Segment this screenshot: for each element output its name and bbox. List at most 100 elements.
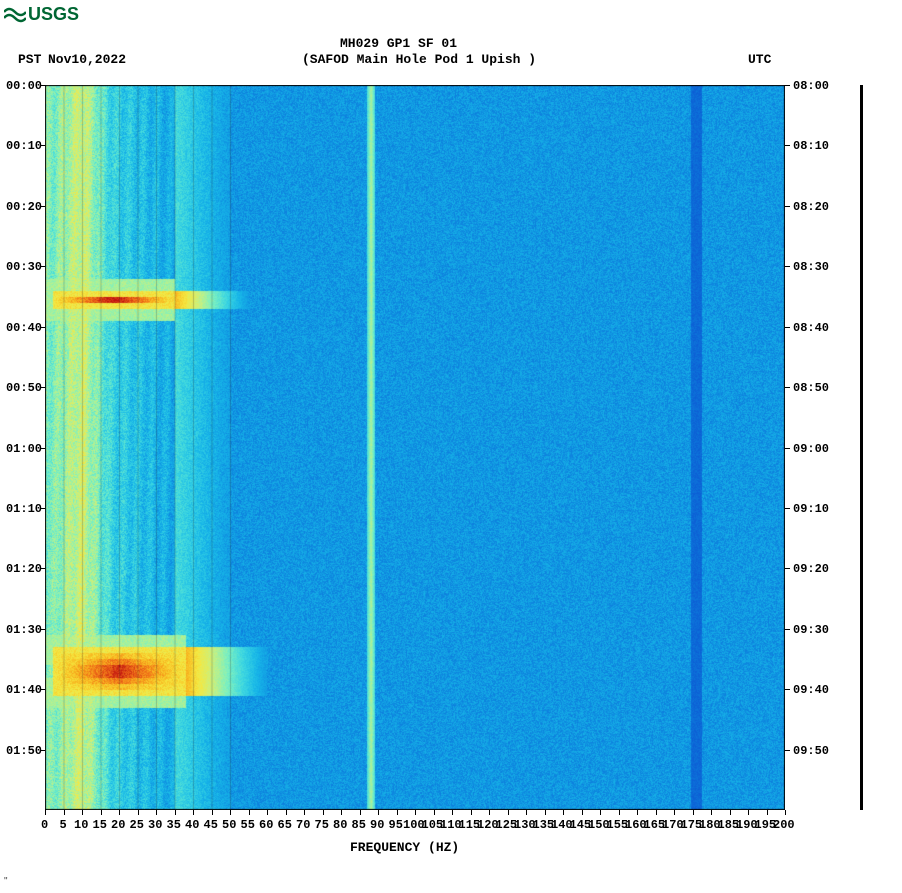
x-tickmark: [397, 810, 398, 815]
x-tickmark: [674, 810, 675, 815]
x-tickmark: [600, 810, 601, 815]
usgs-logo-text: USGS: [28, 4, 79, 25]
y-tickmark-right: [785, 568, 790, 569]
tz-right-label: UTC: [748, 52, 771, 67]
x-tickmark: [360, 810, 361, 815]
x-tick: 200: [773, 818, 795, 832]
x-tickmark: [785, 810, 786, 815]
y-tickmark-left: [40, 568, 45, 569]
y-tick-right: 09:10: [793, 502, 829, 516]
y-tickmark-right: [785, 750, 790, 751]
y-tickmark-left: [40, 689, 45, 690]
x-tickmark: [489, 810, 490, 815]
y-tickmark-left: [40, 629, 45, 630]
x-tickmark: [582, 810, 583, 815]
y-tick-left: 00:10: [0, 139, 42, 153]
x-tickmark: [341, 810, 342, 815]
spectrogram-plot: [45, 85, 785, 810]
y-tickmark-left: [40, 266, 45, 267]
x-tickmark: [748, 810, 749, 815]
x-axis-label: FREQUENCY (HZ): [350, 840, 459, 855]
y-tick-left: 00:20: [0, 200, 42, 214]
x-tick: 50: [222, 818, 236, 832]
x-tickmark: [156, 810, 157, 815]
y-tick-left: 01:00: [0, 442, 42, 456]
x-tick: 25: [130, 818, 144, 832]
y-tickmark-right: [785, 327, 790, 328]
x-tick: 15: [93, 818, 107, 832]
x-tickmark: [508, 810, 509, 815]
usgs-wave-icon: [4, 6, 26, 24]
spectrogram-canvas: [45, 85, 785, 810]
x-tickmark: [545, 810, 546, 815]
x-tickmark: [526, 810, 527, 815]
x-tick: 85: [352, 818, 366, 832]
x-tickmark: [415, 810, 416, 815]
y-tick-right: 08:10: [793, 139, 829, 153]
y-tick-right: 08:00: [793, 79, 829, 93]
x-tickmark: [711, 810, 712, 815]
x-tickmark: [193, 810, 194, 815]
y-tick-left: 01:20: [0, 562, 42, 576]
x-tickmark: [249, 810, 250, 815]
y-tickmark-right: [785, 448, 790, 449]
y-tickmark-left: [40, 85, 45, 86]
colorbar-line: [860, 85, 863, 810]
y-tickmark-left: [40, 750, 45, 751]
y-tickmark-right: [785, 206, 790, 207]
x-tickmark: [471, 810, 472, 815]
tz-left-label: PST: [18, 52, 41, 67]
y-tickmark-left: [40, 327, 45, 328]
x-tickmark: [45, 810, 46, 815]
x-tick: 60: [259, 818, 273, 832]
chart-title-2: (SAFOD Main Hole Pod 1 Upish ): [302, 52, 536, 67]
y-tickmark-right: [785, 629, 790, 630]
y-tick-right: 09:50: [793, 744, 829, 758]
x-tick: 80: [333, 818, 347, 832]
x-tick: 0: [41, 818, 48, 832]
x-tick: 40: [185, 818, 199, 832]
x-tickmark: [82, 810, 83, 815]
x-tickmark: [64, 810, 65, 815]
date-label: Nov10,2022: [48, 52, 126, 67]
y-tick-right: 09:00: [793, 442, 829, 456]
y-tick-left: 00:50: [0, 381, 42, 395]
y-tick-left: 01:30: [0, 623, 42, 637]
x-tick: 95: [389, 818, 403, 832]
y-tick-right: 08:30: [793, 260, 829, 274]
chart-title-1: MH029 GP1 SF 01: [340, 36, 457, 51]
x-tick: 20: [111, 818, 125, 832]
y-tickmark-left: [40, 508, 45, 509]
x-tickmark: [730, 810, 731, 815]
y-tick-right: 09:40: [793, 683, 829, 697]
y-tick-left: 01:10: [0, 502, 42, 516]
x-tickmark: [212, 810, 213, 815]
y-tickmark-right: [785, 387, 790, 388]
x-tick: 65: [278, 818, 292, 832]
y-tickmark-right: [785, 85, 790, 86]
y-tickmark-left: [40, 387, 45, 388]
x-tickmark: [619, 810, 620, 815]
x-tick: 55: [241, 818, 255, 832]
x-tickmark: [304, 810, 305, 815]
y-tickmark-left: [40, 448, 45, 449]
x-tickmark: [637, 810, 638, 815]
x-tickmark: [230, 810, 231, 815]
x-tickmark: [323, 810, 324, 815]
y-tickmark-right: [785, 689, 790, 690]
y-tickmark-left: [40, 206, 45, 207]
x-tickmark: [452, 810, 453, 815]
x-tickmark: [656, 810, 657, 815]
y-tick-left: 00:00: [0, 79, 42, 93]
x-tickmark: [175, 810, 176, 815]
y-tick-right: 09:20: [793, 562, 829, 576]
x-tick: 5: [60, 818, 67, 832]
x-tick: 75: [315, 818, 329, 832]
x-tickmark: [138, 810, 139, 815]
y-tickmark-right: [785, 145, 790, 146]
x-tickmark: [101, 810, 102, 815]
x-tickmark: [267, 810, 268, 815]
y-tick-left: 00:30: [0, 260, 42, 274]
x-tick: 90: [370, 818, 384, 832]
x-tickmark: [119, 810, 120, 815]
